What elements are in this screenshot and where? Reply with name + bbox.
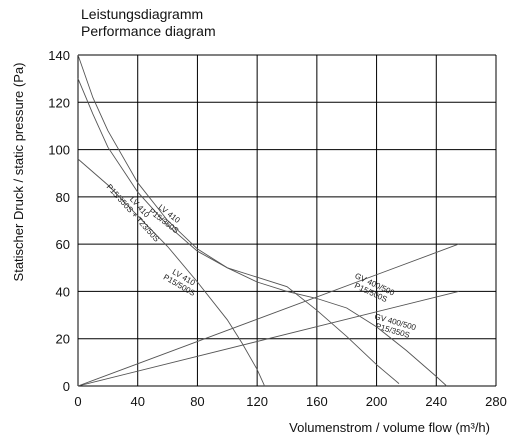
y-tick-label: 80 [56,190,70,205]
y-tick-label: 40 [56,284,70,299]
performance-curves [77,54,459,387]
chart-subtitle: Performance diagram [81,23,216,39]
y-axis-label: Statischer Druck / static pressure (Pa) [11,63,26,282]
x-tick-label: 120 [246,394,268,409]
series-line [77,290,459,387]
y-tick-label: 60 [56,237,70,252]
x-tick-label: 40 [130,394,144,409]
x-tick-label: 200 [366,394,388,409]
y-tick-label: 0 [63,379,70,394]
y-tick-label: 120 [48,95,70,110]
series-line [77,54,448,387]
x-tick-label: 240 [425,394,447,409]
chart-title: Leistungsdiagramm [81,6,203,22]
axis-ticks: 0 40 80 120 160 200 240 280 0 20 40 60 80 100 120 140 [48,48,507,409]
x-tick-label: 0 [74,394,81,409]
y-tick-label: 140 [48,48,70,63]
series-line [77,243,459,387]
y-tick-label: 100 [48,143,70,158]
series-line [77,158,266,387]
y-tick-label: 20 [56,332,70,347]
x-tick-label: 160 [306,394,328,409]
x-axis-label: Volumenstrom / volume flow (m³/h) [289,420,490,435]
grid [77,54,497,387]
x-tick-label: 80 [190,394,204,409]
x-tick-label: 280 [485,394,507,409]
